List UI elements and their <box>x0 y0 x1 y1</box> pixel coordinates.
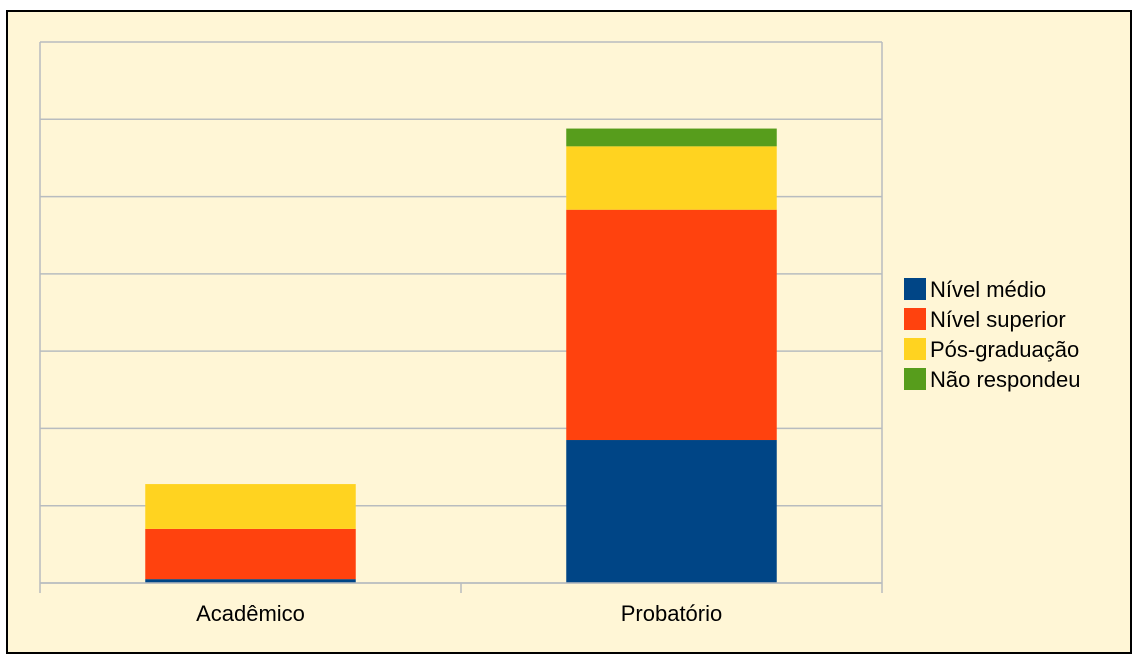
bars <box>145 128 777 583</box>
bar-segment <box>145 528 356 580</box>
legend-swatch <box>904 278 926 300</box>
bar-segment <box>145 484 356 529</box>
stacked-bar-chart: Acadêmico Probatório Nível médio Nível sup… <box>39 41 1080 626</box>
chart-frame: Acadêmico Probatório Nível médio Nível sup… <box>6 10 1132 654</box>
legend-label: Nível superior <box>930 307 1066 332</box>
x-axis: Acadêmico Probatório <box>39 582 883 626</box>
legend-swatch <box>904 368 926 390</box>
bar-segment <box>566 128 777 147</box>
bar-segment <box>566 146 777 210</box>
x-tick-label: Acadêmico <box>196 601 305 626</box>
legend-label: Nível médio <box>930 277 1046 302</box>
legend-label: Não respondeu <box>930 367 1080 392</box>
x-tick-label: Probatório <box>621 601 723 626</box>
bar-segment <box>566 209 777 441</box>
legend: Nível médio Nível superior Pós-graduação Nã… <box>904 277 1080 392</box>
legend-label: Pós-graduação <box>930 337 1079 362</box>
bar-segment <box>145 579 356 583</box>
bar-segment <box>566 440 777 583</box>
legend-swatch <box>904 338 926 360</box>
legend-swatch <box>904 308 926 330</box>
